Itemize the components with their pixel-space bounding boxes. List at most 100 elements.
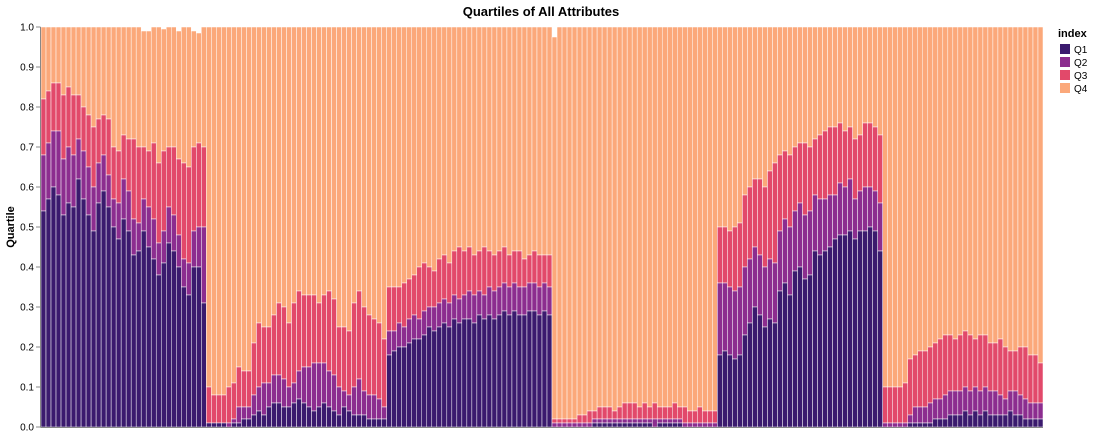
bar-q3 xyxy=(251,342,257,396)
bar-q2 xyxy=(1027,402,1034,420)
bar-q1 xyxy=(281,406,287,428)
bar-q1 xyxy=(757,314,763,428)
bar-q1 xyxy=(661,422,668,428)
bar-q2 xyxy=(40,154,47,212)
bar-q4 xyxy=(862,26,868,124)
bar-q4 xyxy=(927,26,934,348)
bar-q2 xyxy=(672,418,678,424)
bar-q3 xyxy=(827,126,833,196)
bar-q3 xyxy=(596,406,603,420)
bar-q3 xyxy=(932,342,939,400)
legend-swatch-q3 xyxy=(1060,70,1070,80)
bar-q2 xyxy=(291,382,297,404)
bar-q2 xyxy=(541,282,548,312)
bar-q1 xyxy=(65,202,72,428)
bar-q3 xyxy=(636,406,643,420)
bar-q4 xyxy=(987,26,994,344)
bar-q1 xyxy=(306,406,312,428)
bar-q2 xyxy=(822,198,828,252)
bar-q1 xyxy=(466,318,473,428)
bar-q2 xyxy=(241,406,247,420)
bar-q4 xyxy=(95,26,102,120)
bar-q4 xyxy=(947,26,954,336)
bar-q4 xyxy=(276,26,282,304)
bar-q3 xyxy=(742,194,748,268)
bar-q2 xyxy=(95,162,102,204)
bar-q3 xyxy=(792,146,798,212)
bar-q4 xyxy=(191,30,197,148)
bar-q1 xyxy=(145,246,152,428)
bar-q1 xyxy=(115,238,122,428)
bar-q4 xyxy=(667,26,673,408)
bar-q3 xyxy=(702,410,708,424)
bar-q3 xyxy=(621,402,628,420)
bar-q1 xyxy=(1002,414,1009,428)
bar-q2 xyxy=(757,254,763,316)
bar-q4 xyxy=(772,26,778,164)
bar-q2 xyxy=(201,226,207,304)
bar-q1 xyxy=(331,410,337,428)
bar-q1 xyxy=(336,414,342,428)
bar-q4 xyxy=(822,26,828,132)
bar-q1 xyxy=(727,354,733,428)
bar-q3 xyxy=(927,346,934,404)
bar-q1 xyxy=(737,354,743,428)
bar-q4 xyxy=(291,26,297,304)
bar-q4 xyxy=(581,26,588,416)
legend-label-q1: Q1 xyxy=(1074,45,1088,56)
bar-q2 xyxy=(907,414,913,424)
bar-q2 xyxy=(917,406,924,424)
bar-q1 xyxy=(236,422,242,428)
bar-q3 xyxy=(1027,354,1034,404)
bar-q3 xyxy=(576,414,583,424)
bar-q2 xyxy=(1007,390,1014,412)
bar-q2 xyxy=(431,306,438,332)
bar-q1 xyxy=(201,302,207,428)
bar-q1 xyxy=(396,346,402,428)
bar-q4 xyxy=(621,26,628,404)
bar-q1 xyxy=(907,422,913,428)
bar-q4 xyxy=(937,26,944,340)
bar-q2 xyxy=(641,418,648,424)
bar-q4 xyxy=(306,26,312,296)
bar-q4 xyxy=(992,26,999,344)
bar-q2 xyxy=(852,198,858,240)
bar-q3 xyxy=(1002,346,1009,400)
bar-q1 xyxy=(747,322,753,428)
bar-q2 xyxy=(446,302,453,328)
bar-q3 xyxy=(661,406,668,420)
bar-q2 xyxy=(441,298,448,324)
bar-q1 xyxy=(772,322,778,428)
bar-q2 xyxy=(762,266,768,328)
bar-q4 xyxy=(1032,26,1039,356)
bar-q3 xyxy=(236,366,242,408)
bar-q2 xyxy=(386,330,392,356)
bar-q2 xyxy=(962,386,969,412)
bar-q3 xyxy=(471,254,478,296)
bar-q1 xyxy=(241,418,247,428)
bar-q1 xyxy=(842,234,848,428)
bar-q2 xyxy=(656,418,663,424)
bar-q4 xyxy=(336,26,342,328)
bar-q2 xyxy=(306,366,312,408)
bar-q2 xyxy=(120,178,127,220)
bar-q3 xyxy=(757,178,763,256)
bar-q1 xyxy=(1012,414,1019,428)
bar-q2 xyxy=(341,390,347,408)
bar-q2 xyxy=(451,294,458,320)
bar-q2 xyxy=(972,386,979,412)
bar-q4 xyxy=(536,26,543,256)
bar-q2 xyxy=(837,182,843,236)
bar-q2 xyxy=(486,286,493,316)
bar-q2 xyxy=(376,398,382,420)
bar-q4 xyxy=(496,26,503,252)
bar-q4 xyxy=(431,26,438,272)
bar-q1 xyxy=(426,326,433,428)
bar-q4 xyxy=(356,26,362,292)
bar-q4 xyxy=(897,26,903,388)
bar-q2 xyxy=(155,242,162,276)
bar-q1 xyxy=(997,414,1004,428)
bar-q3 xyxy=(672,402,678,420)
bar-q4 xyxy=(672,26,678,404)
bar-q3 xyxy=(902,382,908,424)
